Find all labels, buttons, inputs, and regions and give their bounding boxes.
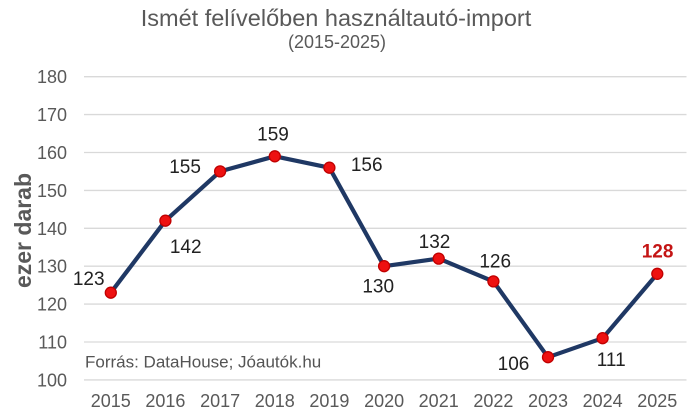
svg-text:2022: 2022 (473, 391, 513, 411)
svg-text:100: 100 (37, 370, 67, 390)
svg-text:128: 128 (642, 242, 674, 263)
svg-text:130: 130 (362, 277, 394, 298)
svg-text:2024: 2024 (583, 391, 623, 411)
svg-text:155: 155 (169, 157, 201, 178)
svg-text:2018: 2018 (255, 391, 295, 411)
svg-text:Forrás: DataHouse; Jóautók.hu: Forrás: DataHouse; Jóautók.hu (85, 352, 321, 371)
svg-text:2017: 2017 (200, 391, 240, 411)
svg-text:159: 159 (257, 125, 289, 146)
svg-text:106: 106 (498, 354, 530, 375)
svg-text:140: 140 (37, 219, 67, 239)
svg-text:120: 120 (37, 295, 67, 315)
svg-text:123: 123 (73, 269, 105, 290)
svg-text:2019: 2019 (309, 391, 349, 411)
svg-text:(2015-2025): (2015-2025) (288, 32, 386, 52)
svg-text:111: 111 (597, 350, 626, 371)
svg-text:132: 132 (419, 232, 451, 253)
svg-text:126: 126 (479, 251, 511, 272)
svg-text:2025: 2025 (637, 391, 677, 411)
svg-text:2016: 2016 (145, 391, 185, 411)
svg-text:110: 110 (38, 333, 67, 353)
svg-text:Ismét felívelőben használtautó: Ismét felívelőben használtautó-import (141, 5, 532, 31)
svg-text:ezer darab: ezer darab (10, 173, 36, 288)
svg-text:156: 156 (351, 155, 383, 176)
svg-text:170: 170 (37, 105, 67, 125)
svg-text:130: 130 (37, 257, 67, 277)
svg-text:2021: 2021 (419, 391, 459, 411)
svg-text:2023: 2023 (528, 391, 568, 411)
svg-text:142: 142 (170, 237, 202, 258)
svg-text:2020: 2020 (364, 391, 404, 411)
svg-text:160: 160 (37, 143, 67, 163)
svg-text:2015: 2015 (91, 391, 131, 411)
svg-text:150: 150 (37, 181, 67, 201)
svg-text:180: 180 (37, 67, 67, 87)
